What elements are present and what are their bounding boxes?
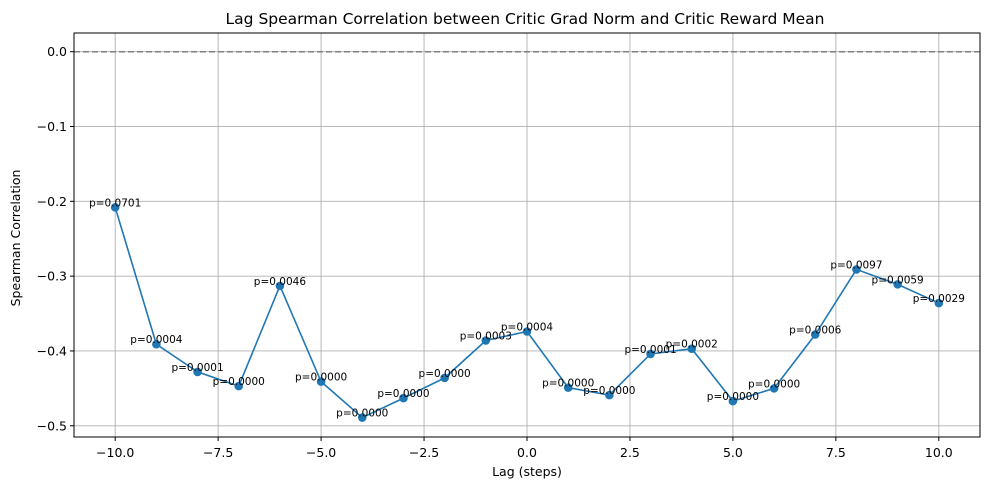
data-point xyxy=(934,298,944,308)
p-value-label: p=0.0029 xyxy=(913,293,965,305)
data-point xyxy=(399,393,408,403)
p-value-label: p=0.0000 xyxy=(419,368,471,380)
p-value-label: p=0.0000 xyxy=(213,376,265,388)
data-point xyxy=(810,330,820,339)
p-value-label: p=0.0000 xyxy=(707,391,759,403)
p-value-label: p=0.0000 xyxy=(748,378,800,390)
x-tick-label: 2.5 xyxy=(620,445,640,460)
x-tick-label: 5.0 xyxy=(723,445,743,460)
x-axis-ticks: −10.0 −7.5 −5.0 −2.5 0.0 2.5 5.0 7.5 10.0 xyxy=(96,437,953,460)
p-value-label: p=0.0001 xyxy=(624,344,676,356)
data-point xyxy=(275,281,285,291)
x-axis-label: Lag (steps) xyxy=(492,464,562,479)
y-tick-label: −0.4 xyxy=(37,343,67,358)
x-tick-label: 0.0 xyxy=(517,445,537,460)
p-value-label: p=0.0004 xyxy=(501,322,554,334)
x-tick-label: −5.0 xyxy=(306,445,336,460)
p-value-label: p=0.0000 xyxy=(336,408,388,420)
y-tick-label: −0.2 xyxy=(37,194,67,209)
x-tick-label: 10.0 xyxy=(925,445,953,460)
p-value-annotations: p=0.0701 p=0.0004 p=0.0001 p=0.0000 p=0.0046… xyxy=(89,197,965,419)
y-tick-label: −0.1 xyxy=(37,119,67,134)
x-tick-label: 7.5 xyxy=(826,445,846,460)
p-value-label: p=0.0004 xyxy=(130,334,183,346)
chart-title: Lag Spearman Correlation between Critic … xyxy=(226,10,825,28)
data-point xyxy=(893,280,902,289)
grid-lines xyxy=(74,33,980,437)
y-tick-label: −0.5 xyxy=(37,418,67,433)
p-value-label: p=0.0006 xyxy=(789,325,842,337)
x-tick-label: −2.5 xyxy=(409,445,439,460)
x-tick-label: −7.5 xyxy=(203,445,233,460)
p-value-label: p=0.0002 xyxy=(666,339,718,351)
p-value-label: p=0.0000 xyxy=(583,385,635,397)
data-point xyxy=(357,413,367,422)
p-value-label: p=0.0000 xyxy=(542,378,594,390)
data-point xyxy=(687,344,697,354)
data-point xyxy=(316,377,326,386)
p-value-label: p=0.0701 xyxy=(89,197,141,209)
data-point xyxy=(440,373,449,383)
p-value-label: p=0.0000 xyxy=(295,372,347,384)
p-value-label: p=0.0046 xyxy=(254,276,307,288)
x-tick-label: −10.0 xyxy=(96,445,134,460)
data-point xyxy=(522,327,532,336)
data-point xyxy=(193,367,202,377)
p-value-label: p=0.0059 xyxy=(872,274,924,286)
data-point xyxy=(646,349,655,359)
p-value-label: p=0.0097 xyxy=(830,259,882,271)
correlation-series xyxy=(110,203,944,422)
data-point xyxy=(563,383,573,392)
y-axis-ticks: 0.0 −0.1 −0.2 −0.3 −0.4 −0.5 xyxy=(37,44,74,433)
y-axis-label: Spearman Correlation xyxy=(8,170,23,307)
p-value-label: p=0.0001 xyxy=(171,362,223,374)
data-point xyxy=(728,396,738,406)
data-point xyxy=(152,339,161,349)
data-point xyxy=(481,336,491,345)
y-tick-label: 0.0 xyxy=(47,44,67,59)
data-point xyxy=(769,384,779,393)
p-value-label: p=0.0003 xyxy=(460,330,512,342)
data-point xyxy=(110,203,120,212)
data-point xyxy=(605,390,614,400)
p-value-label: p=0.0000 xyxy=(377,388,429,400)
data-point xyxy=(234,381,244,391)
y-tick-label: −0.3 xyxy=(37,269,67,284)
data-point xyxy=(852,265,861,274)
